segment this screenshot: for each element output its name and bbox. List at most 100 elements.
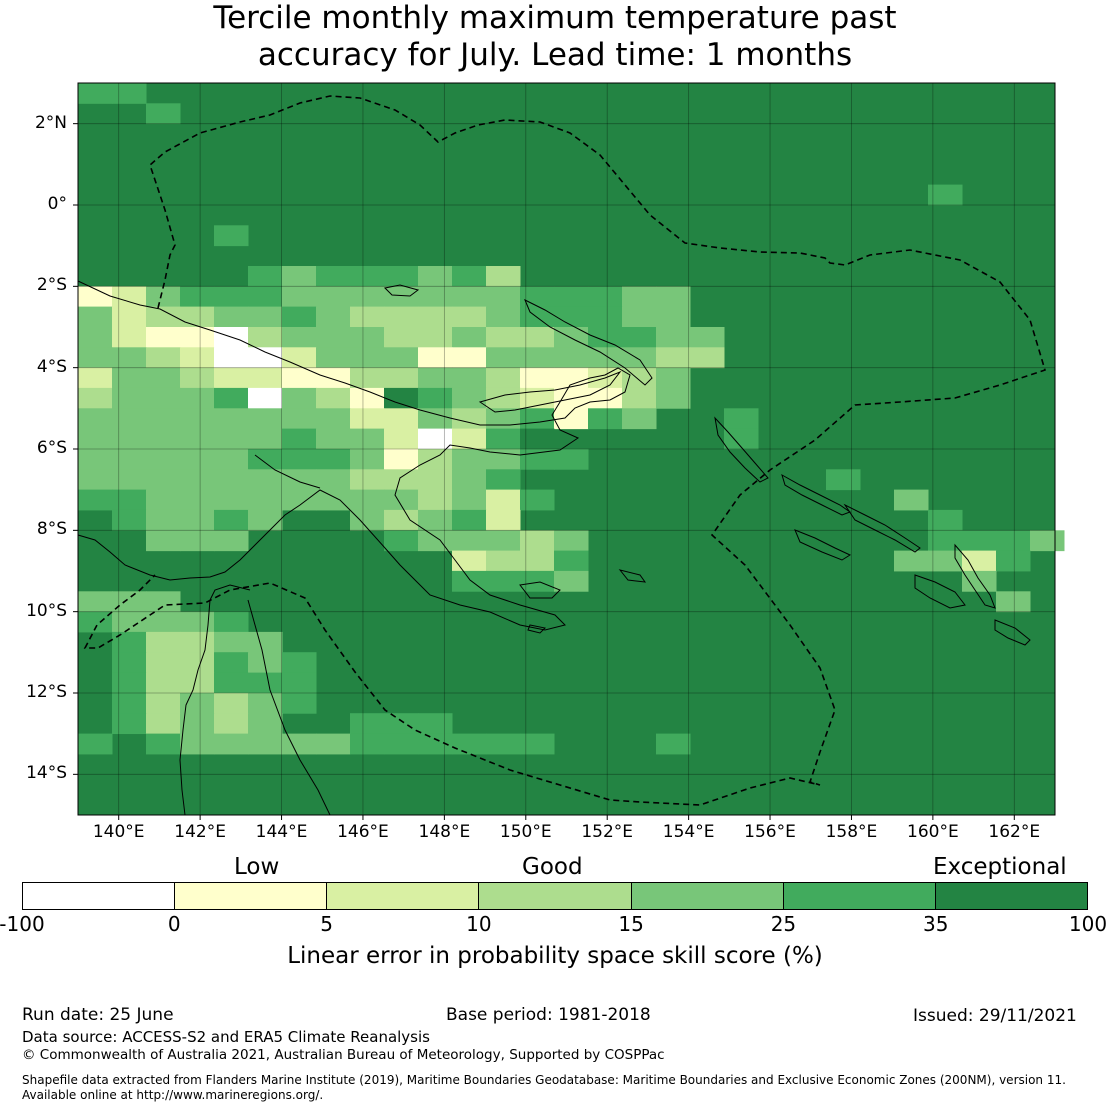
skill-cell	[180, 713, 215, 735]
longitude-label: 148°E	[418, 822, 471, 842]
longitude-label: 142°E	[174, 822, 226, 842]
skill-cell	[180, 692, 215, 714]
skill-cell	[214, 631, 249, 653]
skill-cell	[486, 408, 521, 430]
skill-cell	[452, 469, 487, 491]
skill-cell	[248, 489, 283, 511]
skill-cell	[214, 286, 249, 308]
colorbar-segment	[23, 883, 176, 909]
skill-cell	[418, 509, 453, 531]
skill-cell	[520, 327, 555, 348]
skill-cell	[894, 489, 929, 511]
skill-cell	[316, 387, 351, 409]
title-line-2: accuracy for July. Lead time: 1 months	[257, 37, 853, 73]
skill-cell	[554, 347, 589, 369]
skill-cell	[316, 448, 351, 470]
skill-cell	[588, 327, 623, 348]
skill-cell	[282, 672, 317, 694]
skill-cell	[894, 550, 929, 572]
skill-cell	[724, 428, 759, 450]
skill-cell	[486, 550, 521, 572]
skill-cell	[180, 733, 215, 755]
colorbar-tick-label: 15	[618, 912, 644, 936]
skill-cell	[350, 469, 385, 491]
grid-cells	[78, 83, 1065, 815]
skill-cell	[180, 509, 215, 531]
skill-cell	[554, 570, 589, 592]
longitude-label: 160°E	[907, 822, 959, 842]
skill-cell	[418, 530, 453, 552]
skill-cell	[350, 327, 385, 348]
skill-cell	[180, 408, 215, 430]
skill-cell	[282, 652, 317, 674]
skill-cell	[486, 327, 521, 348]
skill-cell	[248, 286, 283, 308]
colorbar-segment	[327, 883, 480, 909]
skill-cell	[486, 387, 521, 409]
skill-cell	[214, 530, 249, 552]
skill-cell	[214, 408, 249, 430]
skill-cell	[146, 733, 181, 755]
skill-cell	[146, 509, 181, 531]
colorbar	[22, 882, 1088, 910]
longitude-label: 156°E	[744, 822, 796, 842]
skill-cell	[214, 489, 249, 511]
skill-cell	[282, 367, 317, 389]
skill-cell	[112, 692, 147, 714]
skill-cell	[554, 530, 589, 552]
skill-cell	[146, 631, 181, 653]
skill-cell	[248, 631, 283, 653]
skill-cell	[112, 286, 147, 308]
skill-cell	[928, 184, 963, 206]
skill-cell	[588, 408, 623, 430]
skill-cell	[180, 489, 215, 511]
png-eez-boundary	[83, 95, 1046, 806]
skill-cell	[248, 713, 283, 735]
new-guinea-coastline	[77, 280, 631, 631]
manus-coastline	[383, 284, 420, 297]
latitude-label: 6°S	[36, 438, 67, 458]
skill-cell	[146, 448, 181, 470]
skill-cell	[418, 367, 453, 389]
skill-cell	[656, 347, 691, 369]
skill-cell	[622, 387, 657, 409]
skill-cell	[78, 428, 113, 450]
new-georgia-coastline	[794, 529, 852, 561]
skill-cell	[452, 428, 487, 450]
skill-cell	[112, 327, 147, 348]
skill-cell	[248, 367, 283, 389]
skill-cell	[146, 428, 181, 450]
skill-cell	[418, 387, 453, 409]
skill-cell	[316, 408, 351, 430]
skill-cell	[282, 306, 317, 328]
skill-cell	[248, 428, 283, 450]
latitude-label: 0°	[47, 194, 67, 214]
skill-cell	[520, 570, 555, 592]
skill-cell	[350, 448, 385, 470]
skill-cell	[962, 550, 997, 572]
skill-cell	[554, 367, 589, 389]
colorbar-segment	[783, 883, 936, 909]
skill-cell	[112, 489, 147, 511]
skill-cell	[146, 347, 181, 369]
skill-cell	[180, 672, 215, 694]
skill-cell	[452, 286, 487, 308]
skill-cell	[486, 266, 521, 287]
skill-cell	[350, 713, 385, 735]
skill-cell	[554, 327, 589, 348]
skill-cell	[452, 733, 487, 755]
skill-cell	[316, 327, 351, 348]
colorbar-tick-label: 25	[770, 912, 797, 936]
colorbar-tick-label: 5	[320, 912, 333, 936]
cape-york-coastline	[179, 584, 251, 816]
skill-cell	[384, 327, 419, 348]
malaita-coastline	[954, 543, 996, 609]
skill-cell	[418, 713, 453, 735]
skill-cell	[996, 550, 1031, 572]
colorbar-segment	[935, 883, 1087, 909]
skill-cell	[146, 672, 181, 694]
skill-cell	[248, 387, 283, 409]
skill-cell	[452, 509, 487, 531]
skill-cell	[248, 448, 283, 470]
skill-cell	[554, 306, 589, 328]
